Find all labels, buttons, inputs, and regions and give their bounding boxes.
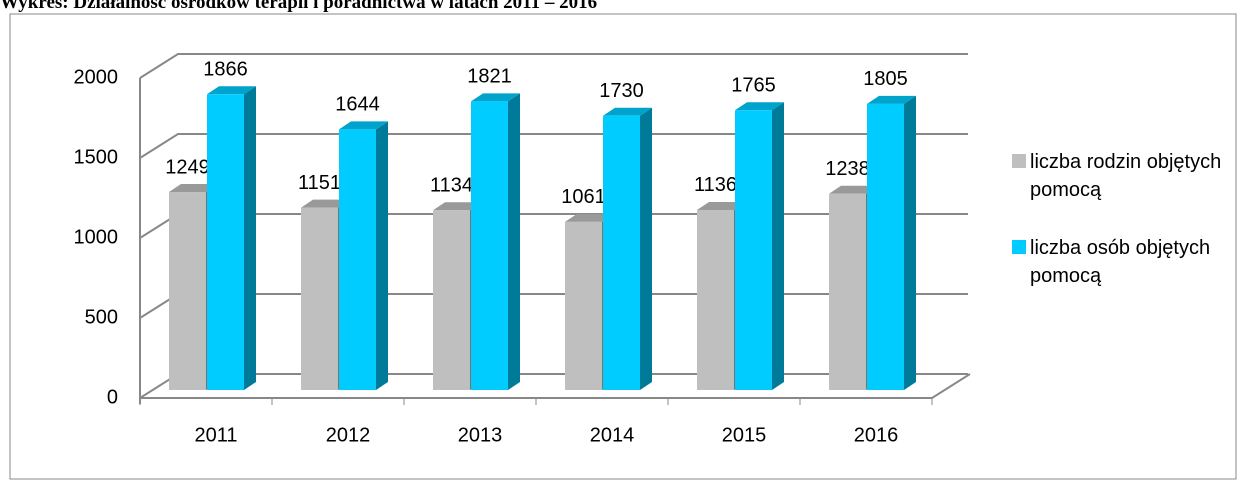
bar xyxy=(433,210,470,390)
bar xyxy=(735,110,772,390)
x-tick-label: 2013 xyxy=(458,424,503,446)
data-label: 1730 xyxy=(599,80,644,102)
bar-side xyxy=(772,102,784,390)
data-label: 1151 xyxy=(298,172,341,194)
x-tick-label: 2011 xyxy=(194,424,237,446)
chart-title: Wykres: Działalność ośrodków terapii i p… xyxy=(0,0,598,13)
legend-swatch xyxy=(1012,154,1026,168)
bar-top xyxy=(697,201,746,210)
data-label: 1765 xyxy=(731,75,776,97)
bar xyxy=(471,101,508,391)
bar xyxy=(169,192,206,390)
bar-top xyxy=(603,107,652,116)
bar xyxy=(565,221,602,390)
bar-side xyxy=(244,86,256,390)
data-label: 1134 xyxy=(430,175,473,197)
y-tick-label: 500 xyxy=(85,306,118,328)
bar xyxy=(867,103,904,390)
bar-top xyxy=(867,95,916,104)
bar xyxy=(829,193,866,390)
bar xyxy=(339,129,376,390)
grid-line xyxy=(139,133,968,159)
bar-side xyxy=(640,107,652,391)
bar xyxy=(603,115,640,391)
data-label: 1821 xyxy=(467,66,512,88)
bar-top xyxy=(207,86,256,95)
bar-top xyxy=(169,184,218,193)
data-label: 1238 xyxy=(825,158,870,180)
bar-top xyxy=(433,202,482,211)
bar-top xyxy=(565,213,614,222)
x-tick-label: 2012 xyxy=(326,424,371,446)
chart-border xyxy=(9,13,1237,480)
bar-top xyxy=(339,121,388,130)
bar xyxy=(301,207,338,390)
bar-side xyxy=(376,121,388,391)
y-tick-label: 1000 xyxy=(74,226,119,248)
x-tick-label: 2015 xyxy=(722,424,767,446)
y-tick-label: 1500 xyxy=(74,146,119,168)
bar xyxy=(697,209,734,390)
y-tick-label: 0 xyxy=(107,386,118,408)
bar xyxy=(207,94,244,390)
data-label: 1644 xyxy=(335,94,380,116)
bar-side xyxy=(904,95,916,390)
bar-top xyxy=(735,102,784,111)
bar-top xyxy=(301,199,350,208)
data-label: 1805 xyxy=(863,68,908,90)
data-label: 1061 xyxy=(561,186,606,208)
grid-line xyxy=(139,53,968,79)
data-label: 1866 xyxy=(203,59,248,81)
bar-side xyxy=(508,93,520,391)
x-tick-label: 2016 xyxy=(854,424,899,446)
data-label: 1249 xyxy=(165,156,210,178)
legend-swatch xyxy=(1012,240,1026,254)
legend-label: liczba rodzin objętych pomocą xyxy=(1030,151,1222,201)
bar-top xyxy=(471,93,520,102)
bar-top xyxy=(829,185,878,194)
legend-label: liczba osób objętych pomocą xyxy=(1030,237,1211,287)
y-tick-label: 2000 xyxy=(74,66,119,88)
x-tick-label: 2014 xyxy=(590,424,635,446)
data-label: 1136 xyxy=(694,174,737,196)
